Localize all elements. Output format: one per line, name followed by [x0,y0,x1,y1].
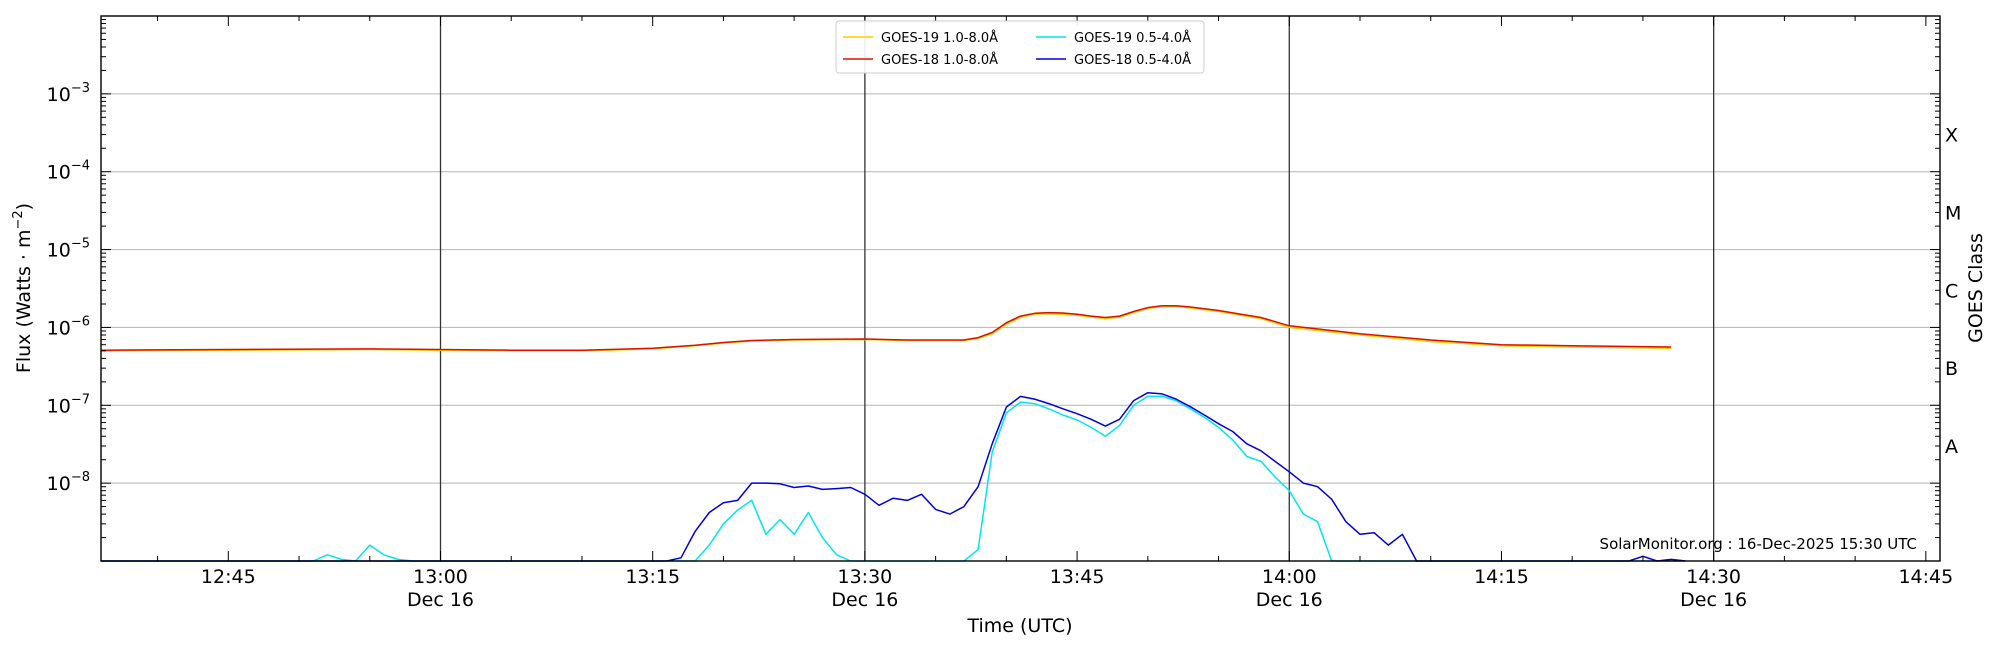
y-tick-label: 10−5 [47,237,90,262]
goes-class-label: X [1945,125,1958,147]
axis-ticks [101,15,1940,562]
legend-label-goes18-long: GOES-18 1.0-8.0Å [881,52,998,68]
x-tick-label: 14:00 [1262,566,1317,588]
y-tick-base: 10 [47,317,71,339]
x-tick-label: 13:00 [413,566,468,588]
y-tick-base: 10 [47,473,71,495]
y-axis-title-main: Flux (Watts · m [13,230,35,374]
legend-box [835,20,1205,74]
y-tick-base: 10 [47,240,71,262]
credit-text: SolarMonitor.org : 16-Dec-2025 15:30 UTC [1600,535,1917,553]
goes-class-label: C [1945,280,1958,302]
y-tick-exponent: −8 [71,470,90,485]
x-tick-date-label: Dec 16 [1680,589,1747,611]
y-tick-base: 10 [47,395,71,417]
grid-lines [101,16,1940,561]
x-tick-label: 13:30 [838,566,893,588]
x-tick-label: 12:45 [201,566,256,588]
series-line-1 [100,304,1672,351]
y-tick-exponent: −3 [71,81,90,96]
x-tick-label: 14:45 [1898,566,1953,588]
y-tick-exponent: −6 [71,314,90,329]
x-tick-date-label: Dec 16 [407,589,474,611]
y-axis-title-close: ) [13,203,35,210]
x-tick-label: 13:45 [1050,566,1105,588]
series-line-2 [101,395,1686,562]
legend-label-goes19-long: GOES-19 1.0-8.0Å [881,30,998,46]
x-tick-label: 13:15 [625,566,680,588]
y-tick-label: 10−6 [47,314,90,339]
series-lines [100,304,1686,562]
x-tick-label: 14:15 [1474,566,1529,588]
y-axis-title-sup: −2 [11,210,26,229]
goes-class-label: A [1945,436,1958,458]
x-axis-title: Time (UTC) [966,615,1072,637]
y-axis-title: Flux (Watts · m−2) [11,203,35,373]
legend-label-goes18-short: GOES-18 0.5-4.0Å [1074,52,1191,68]
y-tick-exponent: −4 [71,159,90,174]
goes-class-label: M [1945,202,1961,224]
x-tick-date-label: Dec 16 [1256,589,1323,611]
x-tick-label: 14:30 [1686,566,1741,588]
x-tick-date-label: Dec 16 [831,589,898,611]
legend-label-goes19-short: GOES-19 0.5-4.0Å [1074,30,1191,46]
y-tick-label: 10−7 [47,392,90,417]
legend: GOES-19 1.0-8.0Å GOES-18 1.0-8.0Å GOES-1… [835,20,1205,74]
goes-class-axis-title: GOES Class [1965,233,1987,343]
y-tick-label: 10−4 [47,159,90,184]
y-tick-label: 10−8 [47,470,90,495]
series-line-3 [101,391,1686,562]
y-tick-base: 10 [47,162,71,184]
y-tick-exponent: −5 [71,237,90,252]
plot-frame [100,15,1941,562]
series-line-0 [100,305,1672,352]
y-tick-exponent: −7 [71,392,90,407]
goes-class-label: B [1945,358,1958,380]
y-tick-label: 10−3 [47,81,90,106]
y-tick-base: 10 [47,84,71,106]
